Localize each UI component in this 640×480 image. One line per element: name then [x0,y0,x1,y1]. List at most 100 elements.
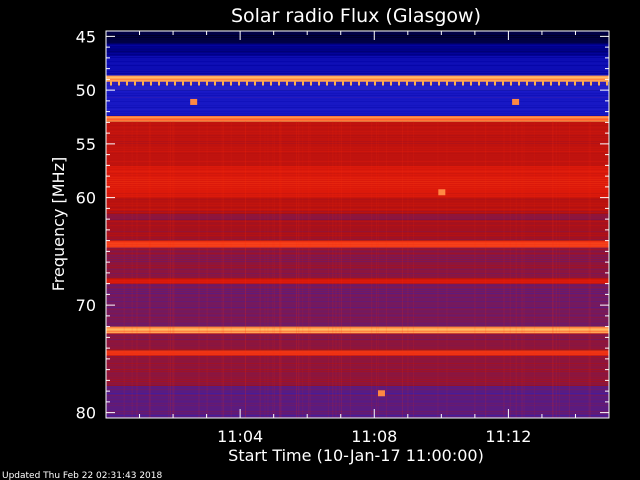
spectrum-row [106,247,609,248]
spectrum-row [106,395,609,396]
comb-mark [294,81,296,86]
spectrum-row [106,285,609,286]
time-streak [302,121,304,419]
spectrum-row [106,345,609,346]
spectrum-row [106,411,609,412]
spectrum-row [106,367,609,368]
comb-mark [142,81,144,86]
spectrum-row [106,147,609,148]
spectrum-row [106,393,609,394]
chart-title: Solar radio Flux (Glasgow) [231,5,481,27]
spectrum-row [106,217,609,218]
spectrum-row [106,123,609,124]
spectrum-row [106,45,609,46]
spectrum-row [106,73,609,74]
time-streak [308,121,310,419]
spectrum-row [106,309,609,310]
spectrum-row [106,301,609,302]
time-streak [401,121,403,419]
spectrum-row [106,235,609,236]
spectrum-row [106,399,609,400]
comb-mark [582,81,584,86]
spectrum-row [106,169,609,170]
spectrum-row [106,171,609,172]
time-streak [521,121,523,419]
spectrum-row [106,43,609,44]
spectrum-row [106,109,609,110]
spectrum-row [106,223,609,224]
time-streak [332,121,334,419]
comb-mark [438,81,440,86]
spectrum-row [106,315,609,316]
spectrum-row [106,201,609,202]
spectrum-row [106,305,609,306]
time-streak [206,121,208,419]
time-streak [259,121,261,419]
spectrum-row [106,289,609,290]
spectrum-row [106,335,609,336]
frequency-band [106,278,609,284]
spectrum-row [106,155,609,156]
time-streak [149,121,151,419]
spectrum-row [106,403,609,404]
x-tick-label: 11:04 [217,427,263,446]
spectrum-row [106,269,609,270]
time-streak [335,121,337,419]
spectrum-row [106,239,609,240]
spectrum-row [106,413,609,414]
comb-mark [166,81,168,86]
time-streak [552,121,554,419]
comb-mark [534,81,536,86]
comb-mark [350,81,352,86]
spectrum-row [106,61,609,62]
comb-mark [550,81,552,86]
spectrum-row [106,279,609,280]
comb-mark [214,81,216,86]
y-tick-label: 80 [76,404,96,423]
spectrum-row [106,363,609,364]
spectrum-row [106,257,609,258]
spectrum-row [106,355,609,356]
comb-mark [334,81,336,86]
time-streak [264,121,266,419]
comb-mark [134,81,136,86]
frequency-band [106,75,609,82]
spectrum-row [106,379,609,380]
comb-mark [446,81,448,86]
spectrum-row [106,181,609,182]
comb-mark [598,81,600,86]
spectrum-row [106,373,609,374]
spectrum-row [106,227,609,228]
spectrum-row [106,157,609,158]
spectrum-row [106,107,609,108]
spectrum-row [106,283,609,284]
comb-mark [454,81,456,86]
spectrum-row [106,85,609,86]
spectrum-row [106,137,609,138]
time-streak [558,121,560,419]
spectrum-row [106,319,609,320]
time-streak [412,121,414,419]
spectrum-row [106,153,609,154]
spectrum-row [106,105,609,106]
comb-mark [126,81,128,86]
spectrum-row [106,129,609,130]
comb-mark [414,81,416,86]
comb-mark [406,81,408,86]
comb-mark [222,81,224,86]
comb-mark [174,81,176,86]
time-streak [245,121,247,419]
comb-mark [254,81,256,86]
spectrum-row [106,179,609,180]
spectrum-row [106,349,609,350]
comb-mark [462,81,464,86]
comb-mark [246,81,248,86]
spectrum-row [106,267,609,268]
comb-mark [382,81,384,86]
comb-mark [374,81,376,86]
spectrum-row [106,407,609,408]
spectrum-row [106,293,609,294]
spectrum-row [106,87,609,88]
spectrum-row [106,163,609,164]
